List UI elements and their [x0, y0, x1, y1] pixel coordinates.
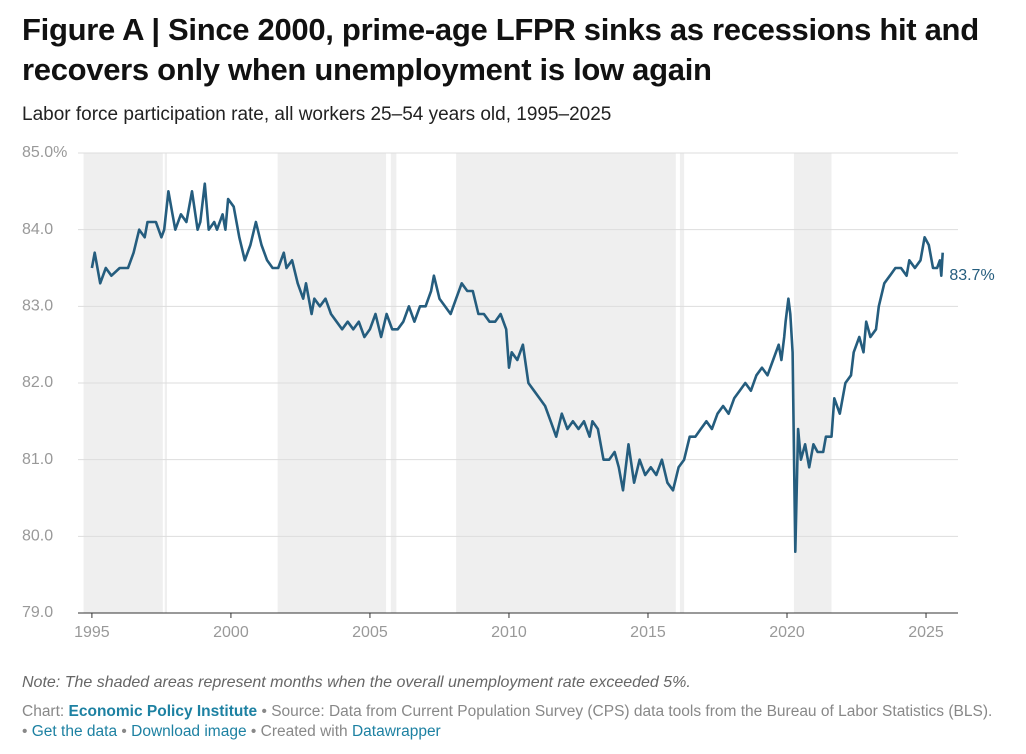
chart-title: Figure A | Since 2000, prime-age LFPR si… — [22, 12, 979, 87]
y-tick-label: 83.0 — [22, 298, 53, 315]
source: Source: Data from Current Population Sur… — [271, 703, 993, 720]
x-tick-label: 1995 — [74, 624, 110, 641]
separator: • — [250, 723, 257, 740]
chart-subtitle: Labor force participation rate, all work… — [22, 104, 612, 125]
note: Note: The shaded areas represent months … — [22, 674, 691, 691]
x-tick-label: 2015 — [630, 624, 666, 641]
line — [90, 182, 944, 553]
data-link[interactable]: Get the data — [31, 723, 118, 740]
x-tick-label: 2005 — [352, 624, 388, 641]
y-tick-label: 84.0 — [22, 221, 53, 238]
y-tick-label: 79.0 — [22, 604, 53, 621]
x-tick-label: 2025 — [908, 624, 944, 641]
chart: 79.0 80.0 81.0 82.0 83.0 84.0 85.0% 1995 2000 200… — [22, 144, 995, 641]
y-tick-label: 80.0 — [22, 528, 53, 545]
x-tick-label: 2000 — [213, 624, 249, 641]
x-tick-label: 2010 — [491, 624, 527, 641]
y-tick-label: 85.0% — [22, 144, 67, 161]
tool-link[interactable]: Datawrapper — [351, 723, 441, 740]
footer-label: Chart: — [22, 703, 65, 720]
separator: • — [121, 723, 127, 740]
footer: Chart: Economic Policy Institute • Sourc… — [22, 702, 1002, 742]
y-tick-label: 81.0 — [22, 451, 53, 468]
separator: • — [22, 723, 28, 740]
publisher-link[interactable]: Economic Policy Institute — [68, 703, 258, 720]
download-link[interactable]: Download image — [131, 723, 247, 740]
separator: • — [261, 703, 267, 720]
created-with: Created with — [260, 723, 348, 740]
y-tick-label: 82.0 — [22, 374, 53, 391]
value-label: 83.7% — [949, 267, 994, 284]
x-tick-label: 2020 — [769, 624, 805, 641]
